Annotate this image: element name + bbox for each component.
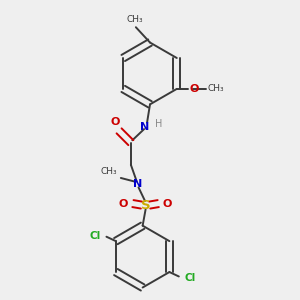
Text: N: N [140,122,149,132]
Text: O: O [189,84,199,94]
Text: Cl: Cl [184,273,195,283]
Text: O: O [163,199,172,208]
Text: CH₃: CH₃ [207,84,224,93]
Text: N: N [133,179,142,190]
Text: Cl: Cl [90,230,101,241]
Text: CH₃: CH₃ [126,15,143,24]
Text: S: S [141,199,150,212]
Text: O: O [111,117,120,127]
Text: O: O [119,199,128,208]
Text: H: H [155,119,162,129]
Text: CH₃: CH₃ [101,167,118,176]
